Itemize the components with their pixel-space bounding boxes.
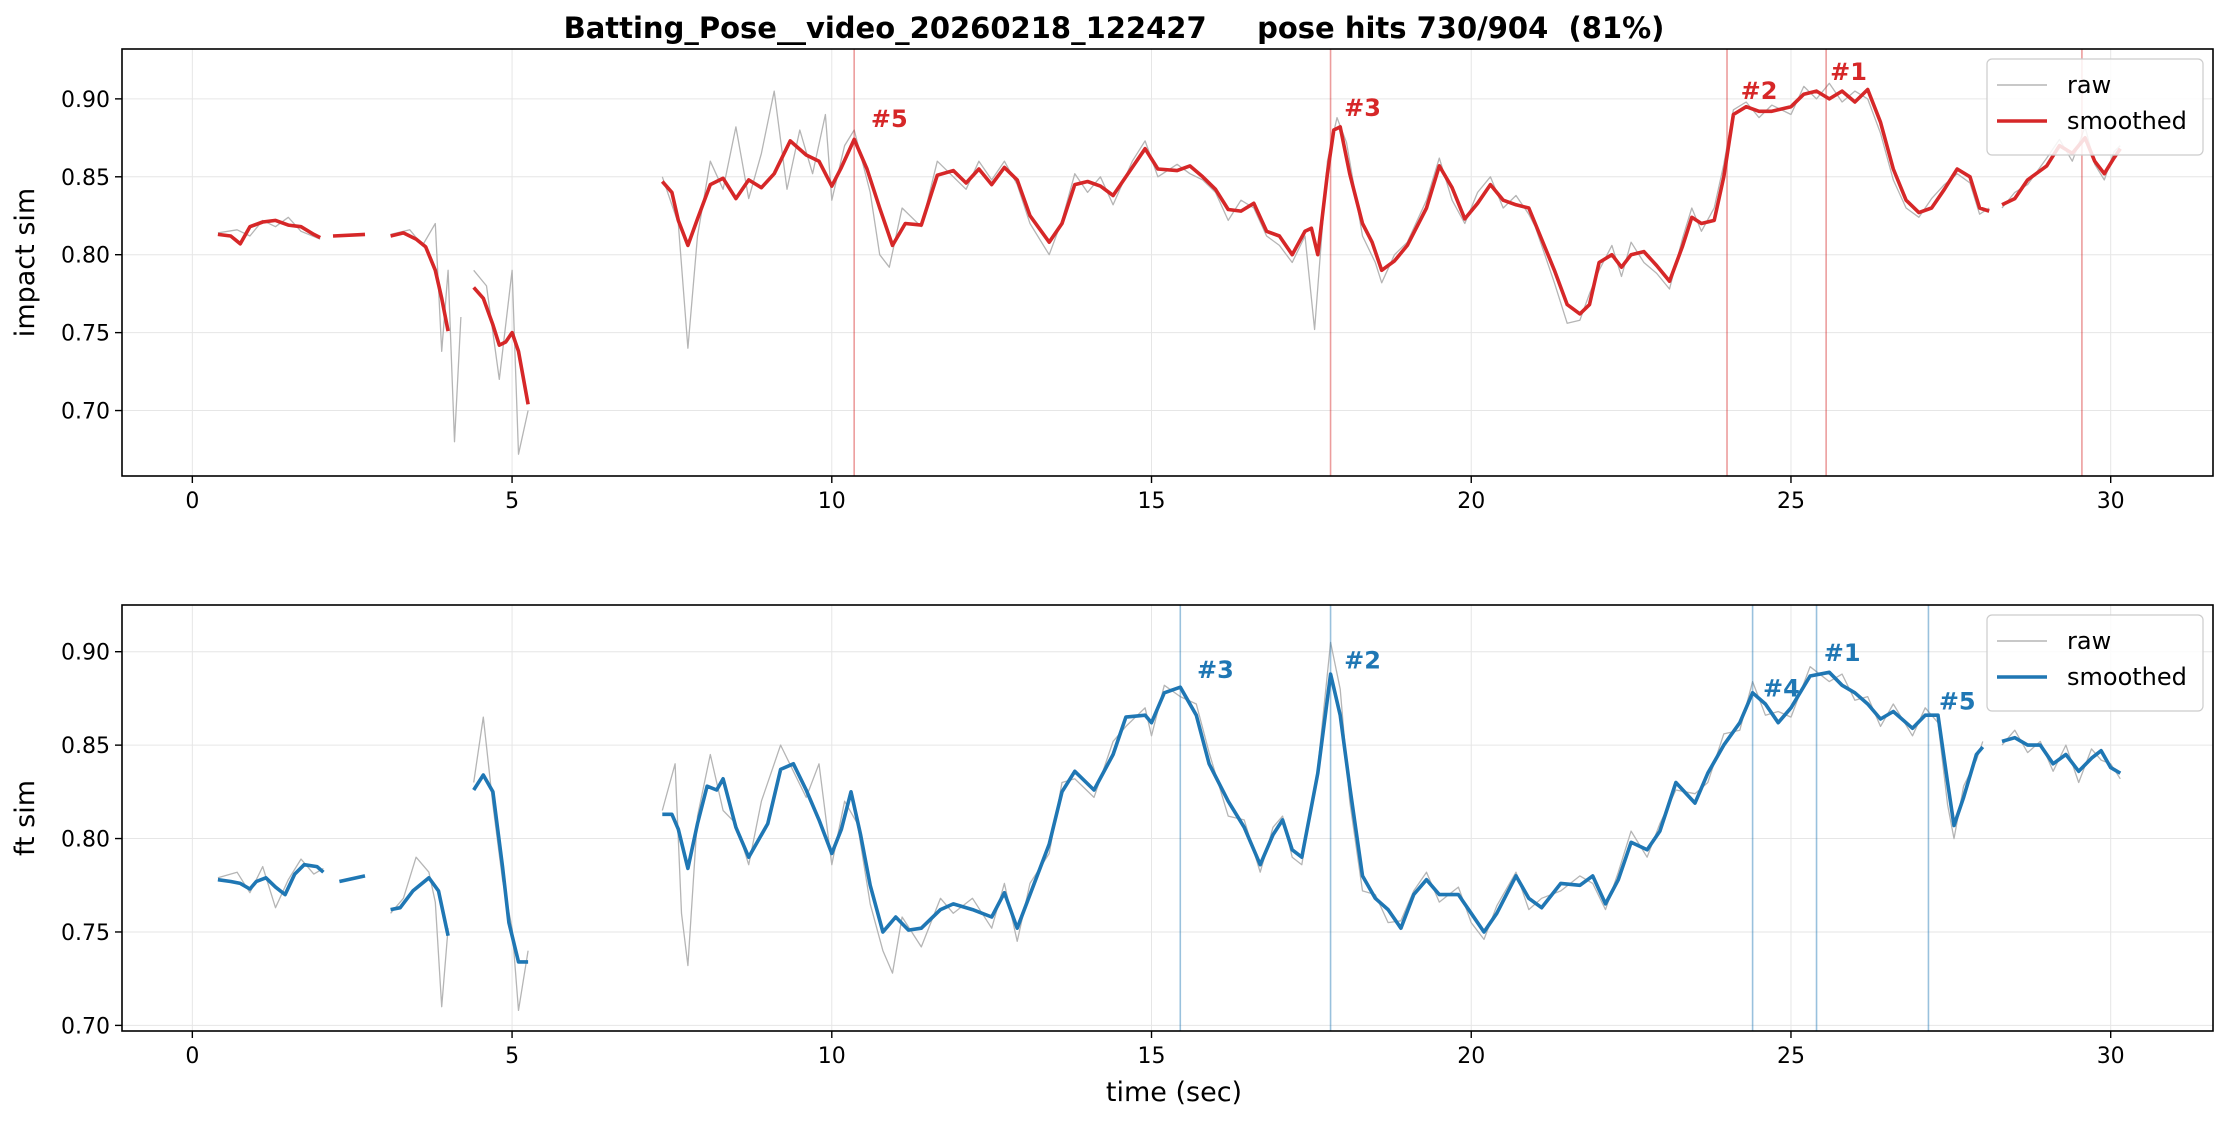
- y-tick-label: 0.80: [61, 244, 110, 269]
- peak-label: #4: [1763, 675, 1800, 703]
- y-tick-label: 0.90: [61, 88, 110, 113]
- legend-label-smoothed: smoothed: [2067, 107, 2187, 135]
- peak-label: #3: [1344, 94, 1381, 122]
- raw-line-segment: [390, 856, 449, 1008]
- smoothed-line-segment: [390, 876, 450, 937]
- smoothed-line-segment: [472, 286, 530, 405]
- y-tick-label: 0.85: [61, 734, 110, 759]
- smoothed-line-segment: [2001, 735, 2122, 775]
- smoothed-line-segment: [472, 773, 529, 964]
- legend-box: [1986, 614, 2204, 712]
- y-tick-label: 0.75: [61, 921, 110, 946]
- x-tick-label: 0: [185, 489, 199, 514]
- legend-box: [1986, 58, 2204, 156]
- raw-line-segment: [661, 82, 1990, 349]
- peak-label: #2: [1741, 77, 1778, 105]
- legend-label-smoothed: smoothed: [2067, 663, 2187, 691]
- smoothed-line-segment: [217, 862, 325, 897]
- ft-sim-panel: #1 #2 #3 #4 #5 0 5 10 15 20 25 30 0.70 0.75 0.80 0.85 0.…: [10, 604, 2214, 1069]
- plot-frame: [121, 604, 2214, 1032]
- x-tick-label: 15: [1138, 489, 1166, 514]
- x-tick-label: 5: [505, 489, 519, 514]
- peak-label: #2: [1344, 647, 1381, 675]
- y-tick-label: 0.80: [61, 828, 110, 853]
- impact-sim-panel: #1 #2 #3 #5 0 5 10 15 20 25 30 0.70 0.75 0.80 0.85 0.90…: [10, 48, 2214, 514]
- chart-title: Batting_Pose__video_20260218_122427 pose…: [564, 11, 1665, 45]
- x-tick-label: 10: [818, 1044, 846, 1069]
- x-tick-label: 30: [2097, 1044, 2125, 1069]
- x-tick-label: 20: [1457, 489, 1485, 514]
- x-tick-label: 30: [2097, 489, 2125, 514]
- raw-line-segment: [2001, 729, 2121, 784]
- smoothed-line-segment: [332, 232, 366, 238]
- legend-label-raw: raw: [2067, 627, 2111, 655]
- y-tick-label: 0.85: [61, 166, 110, 191]
- peak-label: #1: [1830, 58, 1867, 86]
- raw-line-segment: [217, 858, 324, 909]
- peak-label: #3: [1197, 656, 1234, 684]
- x-tick-label: 15: [1138, 1044, 1166, 1069]
- smoothed-line-segment: [217, 218, 322, 246]
- y-axis-label: ft sim: [10, 780, 41, 856]
- legend-label-raw: raw: [2067, 71, 2111, 99]
- y-tick-label: 0.75: [61, 322, 110, 347]
- x-tick-label: 0: [185, 1044, 199, 1069]
- smoothed-line-segment: [660, 87, 1990, 316]
- x-tick-label: 10: [818, 489, 846, 514]
- smoothed-line-segment: [662, 670, 1985, 934]
- x-tick-label: 25: [1777, 489, 1805, 514]
- x-tick-label: 25: [1777, 1044, 1805, 1069]
- peak-label: #1: [1824, 639, 1861, 667]
- y-axis-label: impact sim: [10, 188, 41, 337]
- x-axis-label: time (sec): [1106, 1077, 1242, 1108]
- smoothed-line-segment: [339, 874, 366, 884]
- plot-frame: [121, 48, 2214, 477]
- raw-line-segment: [473, 269, 529, 455]
- peak-label: #5: [871, 105, 908, 133]
- smoothed-line-segment: [390, 231, 450, 332]
- x-tick-label: 20: [1457, 1044, 1485, 1069]
- y-tick-label: 0.70: [61, 1014, 110, 1039]
- peak-label: #5: [1939, 688, 1976, 716]
- raw-line-segment: [217, 216, 321, 240]
- y-tick-label: 0.90: [61, 641, 110, 666]
- y-tick-label: 0.70: [61, 400, 110, 425]
- x-tick-label: 5: [505, 1044, 519, 1069]
